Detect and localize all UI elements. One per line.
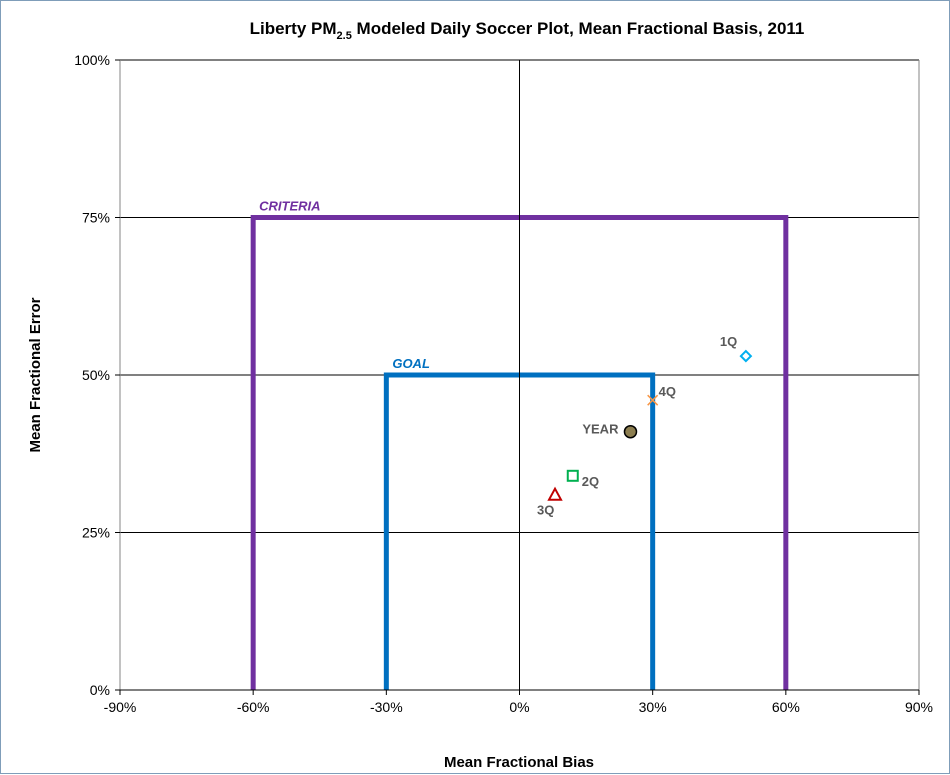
- y-tick-label: 25%: [82, 525, 110, 541]
- box-label-criteria: CRITERIA: [259, 199, 320, 214]
- point-3q: [547, 486, 563, 501]
- point-label-1q: 1Q: [720, 334, 737, 349]
- y-axis-title: Mean Fractional Error: [27, 297, 44, 452]
- x-tick-label: -30%: [370, 699, 403, 715]
- tick-labels: -90% -60% -30% 0% 30% 60% 90% 0% 25% 50% 75% 100%: [74, 52, 933, 715]
- y-tick-label: 0%: [90, 682, 110, 698]
- chart-title: Liberty PM2.5 Modeled Daily Soccer Plot,…: [250, 19, 805, 42]
- x-tick-label: -90%: [104, 699, 137, 715]
- point-1q: [739, 349, 753, 363]
- point-year: [623, 424, 638, 439]
- point-label-year: YEAR: [582, 422, 619, 437]
- point-2q: [566, 469, 579, 482]
- y-tick-label: 75%: [82, 210, 110, 226]
- x-tick-label: 0%: [509, 699, 529, 715]
- y-tick-label: 100%: [74, 52, 110, 68]
- point-4q: [647, 394, 659, 406]
- point-label-3q: 3Q: [537, 503, 554, 518]
- x-axis-title: Mean Fractional Bias: [444, 754, 594, 771]
- y-tick-label: 50%: [82, 367, 110, 383]
- box-label-goal: GOAL: [392, 356, 430, 371]
- x-tick-label: 60%: [772, 699, 800, 715]
- x-tick-label: 30%: [639, 699, 667, 715]
- data-points: 1Q 2Q 3Q 4Q YEAR: [537, 334, 753, 518]
- point-label-2q: 2Q: [582, 474, 599, 489]
- x-tick-label: 90%: [905, 699, 933, 715]
- point-label-4q: 4Q: [659, 384, 676, 399]
- x-tick-label: -60%: [237, 699, 270, 715]
